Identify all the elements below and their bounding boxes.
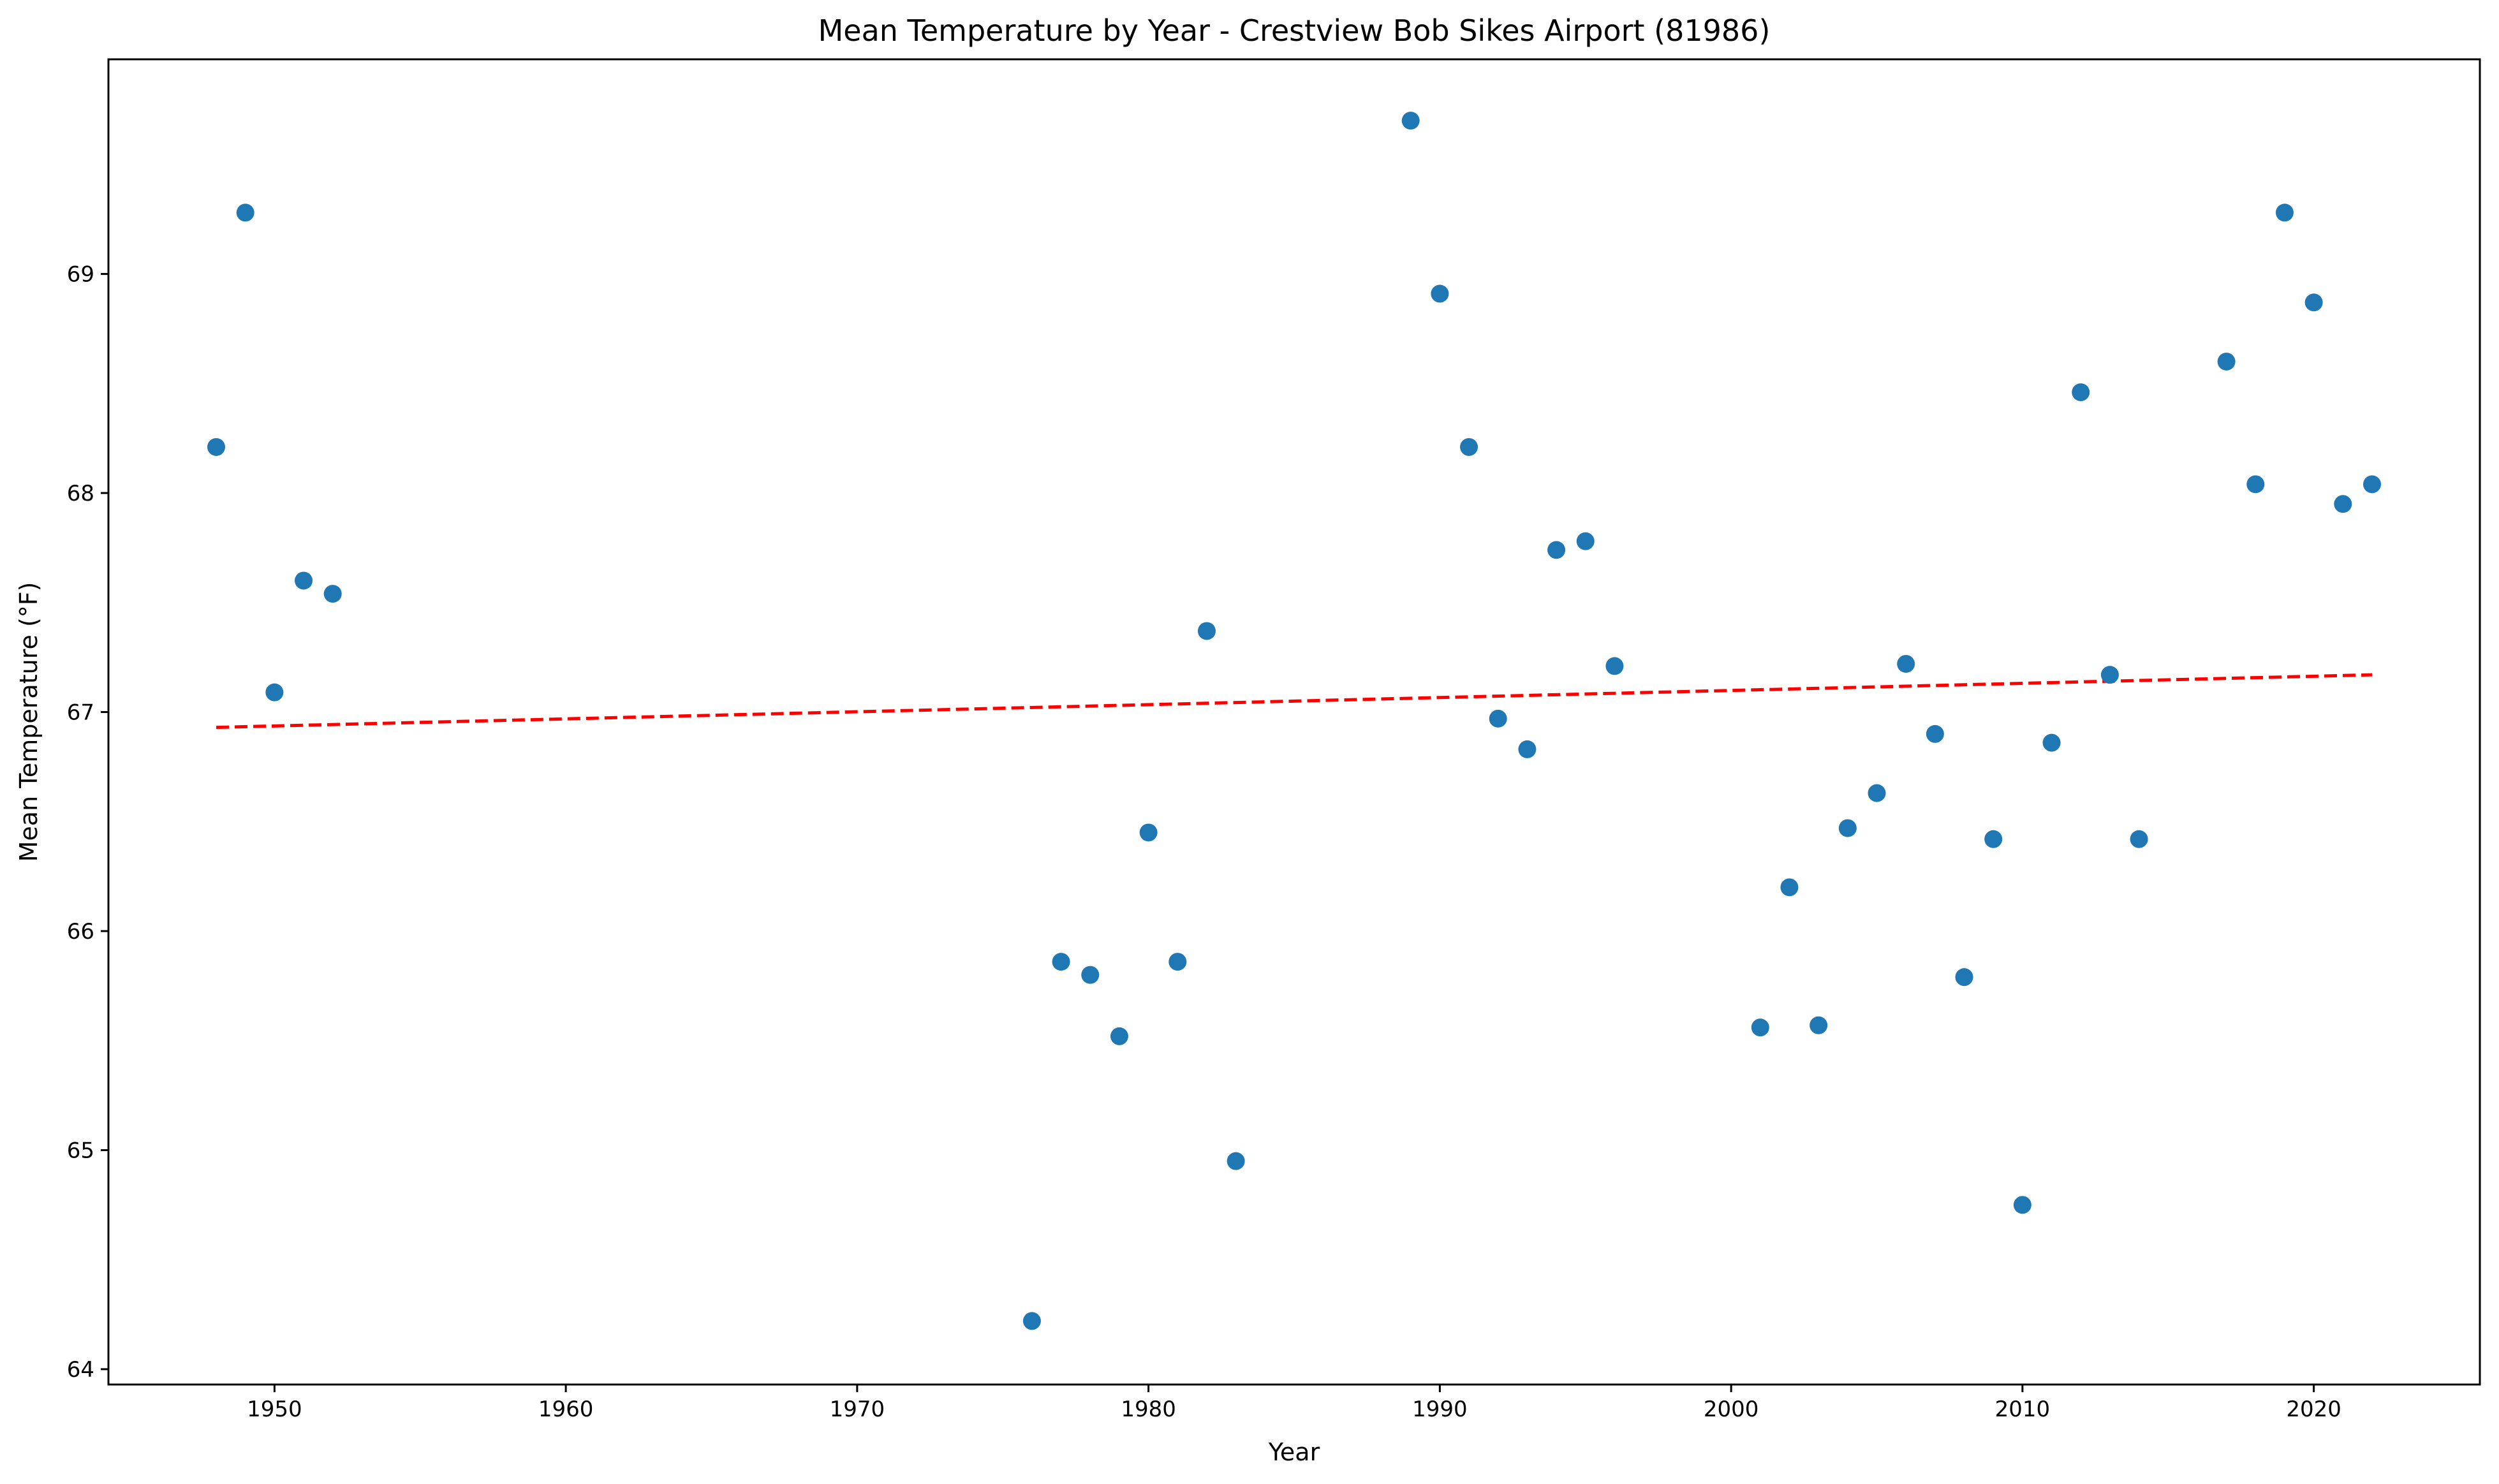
data-point (323, 585, 342, 603)
y-tick-label: 64 (67, 1357, 94, 1383)
data-point (1139, 823, 1158, 842)
data-point (2304, 293, 2323, 312)
x-tick-label: 1990 (1412, 1397, 1468, 1422)
x-tick-label: 1960 (538, 1397, 594, 1422)
data-point (1751, 1018, 1769, 1037)
x-tick-label: 2000 (1704, 1397, 1759, 1422)
x-tick-label: 2010 (1995, 1397, 2051, 1422)
y-axis-ticks: 64 65 66 67 68 69 (67, 262, 108, 1383)
y-tick-label: 68 (67, 481, 94, 506)
data-point (2100, 666, 2119, 684)
trend-line (216, 673, 2373, 730)
data-point (1926, 724, 1944, 743)
data-point (1052, 953, 1070, 971)
data-point (2363, 475, 2381, 494)
data-point (2013, 1196, 2031, 1214)
data-point (1168, 953, 1187, 971)
y-tick-label: 69 (67, 262, 94, 288)
data-point (1780, 878, 1799, 897)
data-point (1460, 437, 1478, 456)
data-point (1868, 784, 1886, 802)
data-point (2072, 383, 2090, 402)
x-axis-ticks: 1950 1960 1970 1980 1990 2000 2010 2020 (247, 1385, 2341, 1422)
data-point (1431, 284, 1449, 303)
data-point (1489, 709, 1507, 728)
x-axis-label: Year (1268, 1438, 1320, 1466)
data-point (236, 203, 254, 222)
data-point (295, 571, 313, 590)
data-point (2275, 203, 2294, 222)
data-point (1955, 968, 1973, 987)
chart-title: Mean Temperature by Year - Crestview Bob… (818, 13, 1771, 48)
data-point (1547, 541, 1566, 559)
data-point (1810, 1016, 1828, 1034)
y-axis-label: Mean Temperature (°F) (15, 582, 43, 862)
data-point (1897, 654, 1915, 673)
data-point (1227, 1152, 1245, 1170)
scatter-points (207, 112, 2381, 1330)
data-point (2217, 352, 2236, 371)
data-point (265, 683, 284, 702)
data-point (1401, 112, 1420, 130)
y-tick-label: 66 (67, 919, 94, 944)
data-point (1576, 532, 1595, 550)
x-tick-label: 2020 (2286, 1397, 2341, 1422)
y-tick-label: 67 (67, 700, 94, 726)
data-point (1110, 1027, 1128, 1045)
x-tick-label: 1950 (247, 1397, 302, 1422)
data-point (2042, 733, 2061, 752)
x-tick-label: 1970 (830, 1397, 885, 1422)
data-point (2334, 495, 2352, 513)
y-tick-label: 65 (67, 1138, 94, 1163)
data-point (1605, 657, 1624, 675)
data-point (1838, 819, 1857, 837)
data-point (1022, 1312, 1041, 1330)
data-point (2130, 830, 2148, 848)
data-point (1081, 966, 1100, 984)
data-point (1984, 830, 2003, 848)
x-tick-label: 1980 (1121, 1397, 1176, 1422)
data-point (2246, 475, 2265, 494)
data-point (207, 437, 225, 456)
data-point (1197, 622, 1216, 640)
data-point (1518, 740, 1537, 758)
